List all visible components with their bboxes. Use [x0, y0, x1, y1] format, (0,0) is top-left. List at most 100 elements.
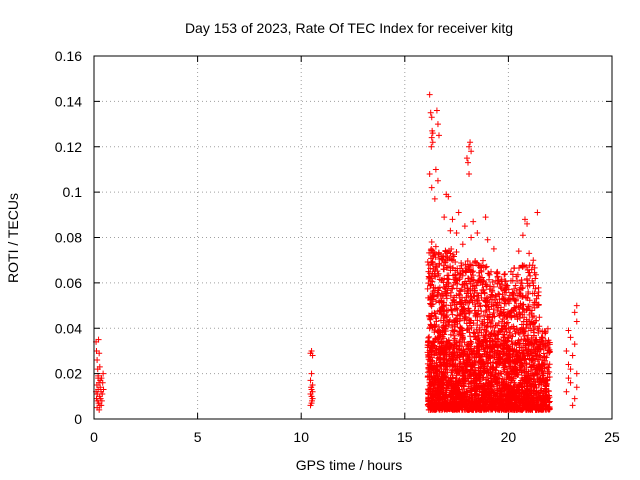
data-point [521, 393, 528, 400]
data-point [534, 371, 541, 378]
data-point [425, 397, 432, 404]
data-point [436, 256, 443, 263]
data-point [520, 400, 527, 407]
data-point [462, 314, 469, 321]
data-point [542, 382, 549, 389]
data-point [464, 275, 471, 282]
data-point [449, 360, 456, 367]
data-point [512, 365, 519, 372]
data-point [459, 303, 466, 310]
data-point [500, 349, 507, 356]
data-point [426, 333, 433, 340]
data-point [459, 367, 466, 374]
data-point [453, 301, 460, 308]
data-point [433, 318, 440, 325]
data-point [513, 370, 520, 377]
data-point [427, 321, 434, 328]
data-point [523, 294, 530, 301]
tick-labels: 0 5 10 15 20 25 0 0.02 0.04 0.06 0.08 0.1 0.12 0.14 0.… [55, 48, 620, 445]
data-point [463, 265, 470, 272]
data-point [534, 376, 541, 383]
data-point [474, 310, 481, 317]
data-point [471, 287, 478, 294]
data-point [433, 363, 440, 370]
data-point [532, 271, 539, 278]
data-point [461, 306, 468, 313]
data-point [309, 352, 316, 359]
data-point [473, 296, 480, 303]
data-point [440, 266, 447, 273]
data-point [544, 325, 551, 332]
data-point [442, 285, 449, 292]
data-point [471, 393, 478, 400]
data-point [425, 374, 432, 381]
data-point [521, 216, 528, 223]
data-point [472, 372, 479, 379]
data-point [466, 402, 473, 409]
data-point [428, 143, 435, 150]
data-point [459, 398, 466, 405]
data-point [461, 317, 468, 324]
data-point [424, 386, 431, 393]
data-point [456, 360, 463, 367]
data-point [496, 291, 503, 298]
data-point [424, 285, 431, 292]
data-point [492, 401, 499, 408]
data-point [472, 259, 479, 266]
data-point [435, 328, 442, 335]
data-point [520, 353, 527, 360]
data-point [444, 272, 451, 279]
data-point [428, 239, 435, 246]
data-point [499, 316, 506, 323]
data-point [437, 317, 444, 324]
data-point [431, 402, 438, 409]
data-point [435, 346, 442, 353]
data-point [480, 374, 487, 381]
data-point [494, 347, 501, 354]
data-point [429, 127, 436, 134]
data-point [501, 277, 508, 284]
data-point [569, 402, 576, 409]
data-point [463, 401, 470, 408]
data-point [447, 263, 454, 270]
data-point [454, 318, 461, 325]
data-point [448, 378, 455, 385]
data-point [509, 271, 516, 278]
data-point [427, 391, 434, 398]
data-point [516, 393, 523, 400]
data-point [524, 280, 531, 287]
data-point [501, 358, 508, 365]
data-point [478, 318, 485, 325]
data-point [475, 277, 482, 284]
data-point [506, 389, 513, 396]
data-point [97, 384, 104, 391]
data-point [480, 369, 487, 376]
data-point [442, 374, 449, 381]
data-point [545, 387, 552, 394]
data-point [443, 385, 450, 392]
data-point [455, 370, 462, 377]
data-point [437, 393, 444, 400]
data-point [525, 325, 532, 332]
data-point [427, 381, 434, 388]
data-point [307, 402, 314, 409]
data-point [435, 249, 442, 256]
data-point [501, 368, 508, 375]
data-point [449, 216, 456, 223]
data-point [485, 368, 492, 375]
data-point [308, 370, 315, 377]
data-point [494, 280, 501, 287]
data-point [514, 277, 521, 284]
data-point [525, 303, 532, 310]
data-point [472, 359, 479, 366]
data-point [537, 402, 544, 409]
data-point [511, 304, 518, 311]
data-point [516, 304, 523, 311]
data-point [514, 271, 521, 278]
data-point [449, 296, 456, 303]
data-point [512, 282, 519, 289]
data-point [459, 241, 466, 248]
data-point [494, 299, 501, 306]
data-point [467, 333, 474, 340]
